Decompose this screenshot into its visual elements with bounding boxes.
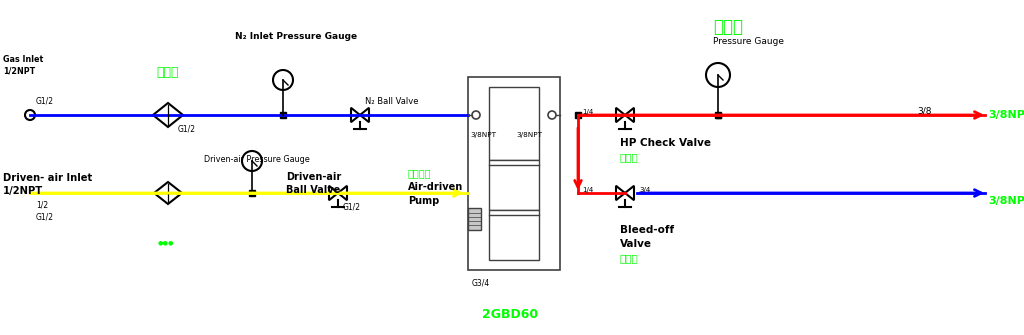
Text: ●●●: ●●● <box>158 240 174 245</box>
Bar <box>468 208 481 230</box>
Text: 气驱气泵: 气驱气泵 <box>408 168 431 178</box>
Text: G1/2: G1/2 <box>36 212 54 221</box>
Text: G1/2: G1/2 <box>36 97 54 106</box>
Bar <box>468 77 560 270</box>
Text: 3/8: 3/8 <box>918 107 932 116</box>
Bar <box>249 190 255 196</box>
Text: 1/4: 1/4 <box>582 187 593 193</box>
Text: 1/4: 1/4 <box>582 109 593 115</box>
Text: 3/8NPT: 3/8NPT <box>470 132 496 138</box>
Text: 1/2NPT: 1/2NPT <box>3 186 43 196</box>
Text: G1/2: G1/2 <box>343 203 361 212</box>
Bar <box>488 210 540 260</box>
Text: Bleed-off: Bleed-off <box>620 225 674 235</box>
Text: Ball Valve: Ball Valve <box>286 185 340 195</box>
Text: HP Check Valve: HP Check Valve <box>620 138 711 148</box>
Text: Pressure Gauge: Pressure Gauge <box>713 37 784 46</box>
Text: Pump: Pump <box>408 196 439 206</box>
Bar <box>488 87 540 160</box>
Text: Gas Inlet: Gas Inlet <box>3 55 43 64</box>
Bar <box>488 160 540 210</box>
Text: Valve: Valve <box>620 239 652 249</box>
Text: Air-driven: Air-driven <box>408 182 463 192</box>
Text: 3/4: 3/4 <box>639 187 650 193</box>
Text: Driven-air Pressure Gauge: Driven-air Pressure Gauge <box>204 155 309 164</box>
Text: 泪压阀: 泪压阀 <box>620 253 639 263</box>
Text: 1/2: 1/2 <box>36 200 48 209</box>
Bar <box>575 112 581 118</box>
Text: 3/8NPT: 3/8NPT <box>988 196 1024 206</box>
Text: G1/2: G1/2 <box>178 124 196 133</box>
Text: G3/4: G3/4 <box>472 278 490 287</box>
Bar <box>715 112 721 118</box>
Text: Driven- air Inlet: Driven- air Inlet <box>3 173 92 183</box>
Text: 3/8NPT: 3/8NPT <box>988 110 1024 120</box>
Text: 截止阀: 截止阀 <box>620 152 639 162</box>
Text: 2GBD60: 2GBD60 <box>482 308 538 321</box>
Text: Driven-air: Driven-air <box>286 172 341 182</box>
Text: 3/8NPT: 3/8NPT <box>516 132 542 138</box>
Text: 1/2NPT: 1/2NPT <box>3 66 35 75</box>
Text: 压力表: 压力表 <box>713 18 743 36</box>
Text: 过滤器: 过滤器 <box>156 66 178 79</box>
Text: N₂ Ball Valve: N₂ Ball Valve <box>365 97 419 106</box>
Text: N₂ Inlet Pressure Gauge: N₂ Inlet Pressure Gauge <box>234 32 357 41</box>
Bar <box>716 113 721 118</box>
Bar <box>280 112 286 118</box>
